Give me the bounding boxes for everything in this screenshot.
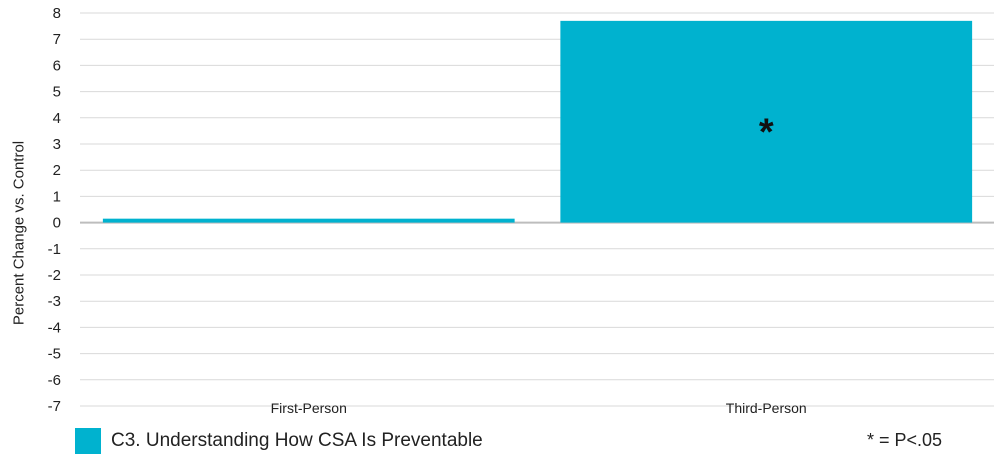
y-tick-label: -4 — [48, 319, 61, 336]
legend: C3. Understanding How CSA Is Preventable — [75, 428, 483, 454]
y-tick-label: 4 — [53, 110, 61, 127]
y-tick-label: 6 — [53, 57, 61, 74]
x-tick-label: Third-Person — [726, 400, 807, 416]
y-tick-label: 3 — [53, 136, 61, 153]
y-tick-label: 8 — [53, 5, 61, 22]
y-tick-label: 5 — [53, 84, 61, 101]
y-tick-label: 1 — [53, 188, 61, 205]
significance-marker: * — [759, 112, 774, 154]
bar-third-person — [560, 20, 973, 223]
bars: * — [102, 20, 973, 223]
gridlines — [80, 12, 994, 407]
significance-footnote: * = P<.05 — [866, 430, 942, 450]
y-tick-labels: 8 7 6 5 4 3 2 1 0 -1 -2 -3 -4 -5 -6 -7 — [48, 5, 61, 415]
bar-first-person — [102, 218, 515, 223]
legend-swatch — [75, 428, 101, 454]
y-tick-label: -5 — [48, 346, 61, 363]
y-tick-label: -2 — [48, 267, 61, 284]
y-tick-label: 0 — [53, 215, 61, 232]
y-tick-label: -6 — [48, 372, 61, 389]
y-tick-label: -3 — [48, 293, 61, 310]
y-tick-label: 2 — [53, 162, 61, 179]
legend-label: C3. Understanding How CSA Is Preventable — [111, 430, 483, 451]
x-tick-label: First-Person — [271, 400, 347, 416]
y-axis-label: Percent Change vs. Control — [10, 140, 28, 326]
y-tick-label: 7 — [53, 31, 61, 48]
y-tick-label: -7 — [48, 398, 61, 415]
x-tick-labels: First-Person Third-Person — [271, 400, 807, 416]
y-tick-label: -1 — [48, 241, 61, 258]
